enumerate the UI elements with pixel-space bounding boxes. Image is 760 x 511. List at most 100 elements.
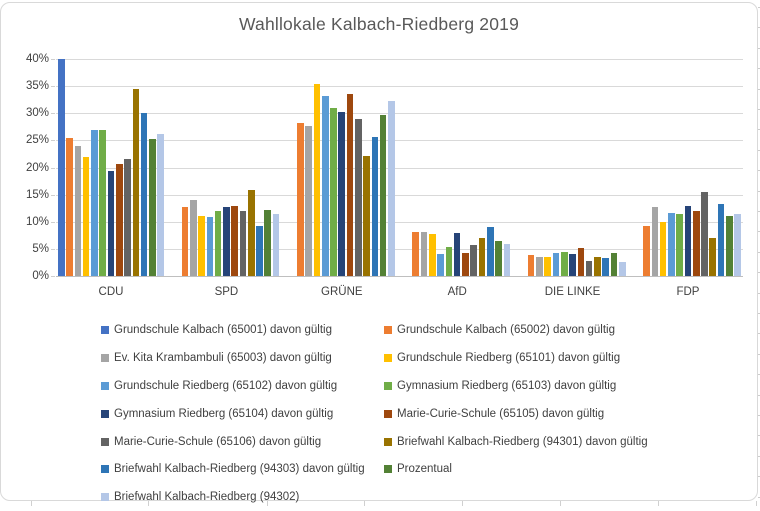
bar[interactable] [692,210,700,276]
sheet-row-gridline [758,435,760,437]
bar[interactable] [214,210,222,276]
bar[interactable] [272,214,280,276]
sheet-row-gridline [758,231,760,233]
sheet-row-gridline [758,27,760,29]
bar[interactable] [462,252,469,276]
legend-item[interactable]: Marie-Curie-Schule (65106) davon gültig [101,436,384,448]
bar[interactable] [157,133,164,276]
bar[interactable] [140,113,148,276]
value-axis-label: 35% [25,80,49,93]
legend-label: Marie-Curie-Schule (65106) davon gültig [114,435,322,448]
bar[interactable] [437,253,444,276]
bar[interactable] [651,206,659,276]
bar[interactable] [503,243,511,276]
bar[interactable] [734,213,741,276]
bar[interactable] [560,251,568,276]
sheet-row-gridline [758,7,760,8]
bar[interactable] [594,257,601,276]
chart-legend[interactable]: Grundschule Kalbach (65001) davon gültig… [101,316,648,511]
legend-item[interactable]: Grundschule Riedberg (65102) davon gülti… [101,380,384,392]
bar[interactable] [552,253,560,276]
bar[interactable] [544,256,551,276]
bar[interactable] [618,261,626,276]
chart-title[interactable]: Wahllokale Kalbach-Riedberg 2019 [238,14,520,34]
bar[interactable] [478,238,486,276]
category-axis[interactable]: CDU SPD GRÜNE AfD DIE LINKE FDP [56,285,743,299]
bar[interactable] [264,209,272,276]
bar[interactable] [470,245,478,276]
bar[interactable] [602,258,609,276]
bar[interactable] [206,217,214,276]
bar[interactable] [717,204,725,276]
legend-item[interactable]: Briefwahl Kalbach-Riedberg (94303) davon… [101,463,384,475]
bar[interactable] [445,246,453,276]
bar[interactable] [66,138,73,276]
bar[interactable] [115,164,123,276]
legend-item[interactable]: Marie-Curie-Schule (65105) davon gültig [384,408,648,420]
bar[interactable] [355,118,362,276]
bar[interactable] [420,231,428,276]
bar[interactable] [149,139,156,276]
bar[interactable] [709,237,717,276]
bar[interactable] [668,212,675,276]
bar[interactable] [412,232,420,276]
bar[interactable] [231,205,238,276]
bar[interactable] [363,156,370,276]
bar[interactable] [585,260,593,276]
bar[interactable] [91,129,98,276]
legend-item[interactable]: Grundschule Kalbach (65002) davon gültig [384,324,648,336]
bar[interactable] [429,234,436,276]
bar[interactable] [643,226,650,276]
bar[interactable] [313,84,321,276]
bar[interactable] [379,114,387,276]
bar[interactable] [239,211,247,276]
bar[interactable] [223,207,230,276]
bar[interactable] [486,226,494,276]
bar[interactable] [330,108,337,276]
bar[interactable] [124,159,131,276]
bar[interactable] [569,253,576,276]
bar[interactable] [536,257,543,276]
bar[interactable] [338,112,346,276]
bar[interactable] [247,190,255,276]
bar[interactable] [305,126,312,276]
value-axis-label: 25% [25,134,49,147]
bar[interactable] [346,94,354,276]
bar[interactable] [132,88,140,276]
legend-item[interactable]: Gymnasium Riedberg (65104) davon gültig [101,408,384,420]
bar[interactable] [74,145,82,276]
bar[interactable] [58,59,65,276]
bar[interactable] [321,95,329,276]
legend-item[interactable]: Grundschule Riedberg (65101) davon gülti… [384,352,648,364]
legend-item[interactable]: Prozentual [384,463,648,475]
sheet-row-gridline [758,109,760,110]
bar[interactable] [189,199,197,276]
bar[interactable] [610,253,618,276]
legend-item[interactable]: Briefwahl Kalbach-Riedberg (94301) davon… [384,436,648,448]
bar[interactable] [82,157,90,276]
bar[interactable] [453,232,461,276]
bar[interactable] [495,241,502,276]
legend-item[interactable]: Gymnasium Riedberg (65103) davon gültig [384,380,648,392]
bar[interactable] [198,215,205,276]
bar[interactable] [388,101,395,276]
bar[interactable] [701,191,708,276]
plot-area[interactable]: 40% 35% 30% 25% 20% 15% 10% 5% 0% [26,53,743,282]
bar[interactable] [107,171,115,276]
bar[interactable] [659,222,667,276]
bar[interactable] [726,215,733,276]
category-axis-label: CDU [98,286,124,298]
bar[interactable] [684,206,692,276]
bar[interactable] [297,122,304,276]
legend-item[interactable]: Grundschule Kalbach (65001) davon gültig [101,324,384,336]
legend-item[interactable]: Briefwahl Kalbach-Riedberg (94302) [101,491,384,503]
bar[interactable] [99,129,106,276]
legend-item[interactable]: Ev. Kita Krambambuli (65003) davon gülti… [101,352,384,364]
bar[interactable] [181,206,189,276]
bar[interactable] [371,136,379,276]
bar[interactable] [256,226,263,276]
bar[interactable] [527,254,535,276]
bar[interactable] [676,214,683,276]
chart-area[interactable]: Wahllokale Kalbach-Riedberg 2019 40% 35% 3… [0,2,758,503]
bar[interactable] [577,247,585,276]
